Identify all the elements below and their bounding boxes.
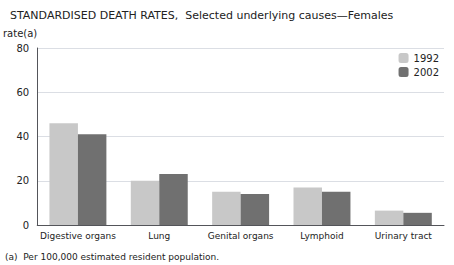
svg-text:40: 40 (17, 131, 30, 142)
svg-text:Lung: Lung (148, 231, 170, 241)
svg-text:STANDARDISED DEATH RATES, Sel: STANDARDISED DEATH RATES, Selected under… (10, 9, 393, 22)
svg-text:0: 0 (23, 220, 29, 231)
svg-text:20: 20 (17, 175, 30, 186)
svg-text:2002: 2002 (414, 67, 439, 78)
svg-text:(a) Per 100,000 estimated res: (a) Per 100,000 estimated resident popul… (5, 252, 219, 262)
svg-text:80: 80 (17, 43, 30, 54)
svg-text:1992: 1992 (414, 53, 439, 64)
svg-text:Digestive organs: Digestive organs (40, 231, 116, 241)
svg-text:60: 60 (17, 87, 30, 98)
svg-text:rate(a): rate(a) (3, 28, 37, 39)
svg-text:Urinary tract: Urinary tract (375, 231, 433, 241)
svg-text:Genital organs: Genital organs (208, 231, 274, 241)
svg-text:Lymphoid: Lymphoid (300, 231, 343, 241)
